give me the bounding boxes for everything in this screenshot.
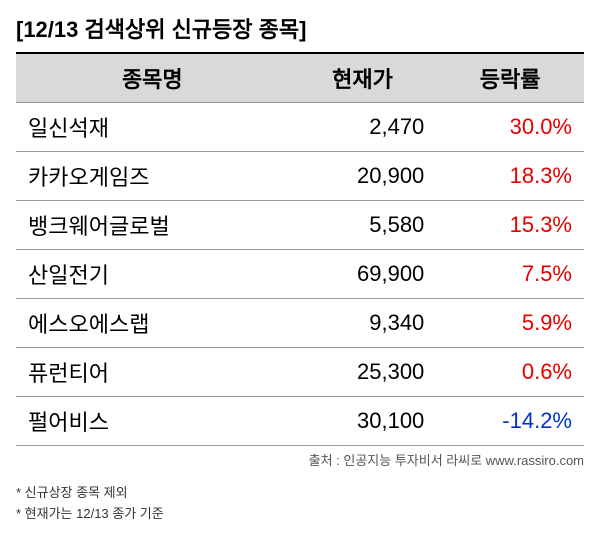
stock-table: 종목명 현재가 등락률 일신석재2,47030.0%카카오게임즈20,90018…: [16, 52, 584, 446]
cell-change: 5.9%: [436, 299, 584, 348]
cell-price: 9,340: [289, 299, 437, 348]
source-text: 출처 : 인공지능 투자비서 라씨로 www.rassiro.com: [16, 450, 584, 469]
cell-change: 0.6%: [436, 348, 584, 397]
table-row: 카카오게임즈20,90018.3%: [16, 152, 584, 201]
footnotes: * 신규상장 종목 제외* 현재가는 12/13 종가 기준: [16, 483, 584, 525]
col-header-change: 등락률: [436, 53, 584, 103]
cell-stock-name: 카카오게임즈: [16, 152, 289, 201]
cell-price: 20,900: [289, 152, 437, 201]
cell-stock-name: 뱅크웨어글로벌: [16, 201, 289, 250]
table-row: 펄어비스30,100-14.2%: [16, 397, 584, 446]
cell-stock-name: 퓨런티어: [16, 348, 289, 397]
cell-stock-name: 에스오에스랩: [16, 299, 289, 348]
cell-stock-name: 펄어비스: [16, 397, 289, 446]
cell-stock-name: 일신석재: [16, 103, 289, 152]
cell-price: 69,900: [289, 250, 437, 299]
cell-price: 30,100: [289, 397, 437, 446]
page-title: [12/13 검색상위 신규등장 종목]: [16, 12, 584, 44]
table-row: 뱅크웨어글로벌5,58015.3%: [16, 201, 584, 250]
cell-stock-name: 산일전기: [16, 250, 289, 299]
cell-price: 5,580: [289, 201, 437, 250]
table-row: 일신석재2,47030.0%: [16, 103, 584, 152]
cell-price: 2,470: [289, 103, 437, 152]
footnote: * 신규상장 종목 제외: [16, 483, 584, 504]
cell-change: 18.3%: [436, 152, 584, 201]
col-header-name: 종목명: [16, 53, 289, 103]
cell-change: -14.2%: [436, 397, 584, 446]
cell-price: 25,300: [289, 348, 437, 397]
table-row: 퓨런티어25,3000.6%: [16, 348, 584, 397]
table-header-row: 종목명 현재가 등락률: [16, 53, 584, 103]
table-row: 에스오에스랩9,3405.9%: [16, 299, 584, 348]
table-row: 산일전기69,9007.5%: [16, 250, 584, 299]
cell-change: 7.5%: [436, 250, 584, 299]
cell-change: 30.0%: [436, 103, 584, 152]
footnote: * 현재가는 12/13 종가 기준: [16, 504, 584, 525]
col-header-price: 현재가: [289, 53, 437, 103]
cell-change: 15.3%: [436, 201, 584, 250]
